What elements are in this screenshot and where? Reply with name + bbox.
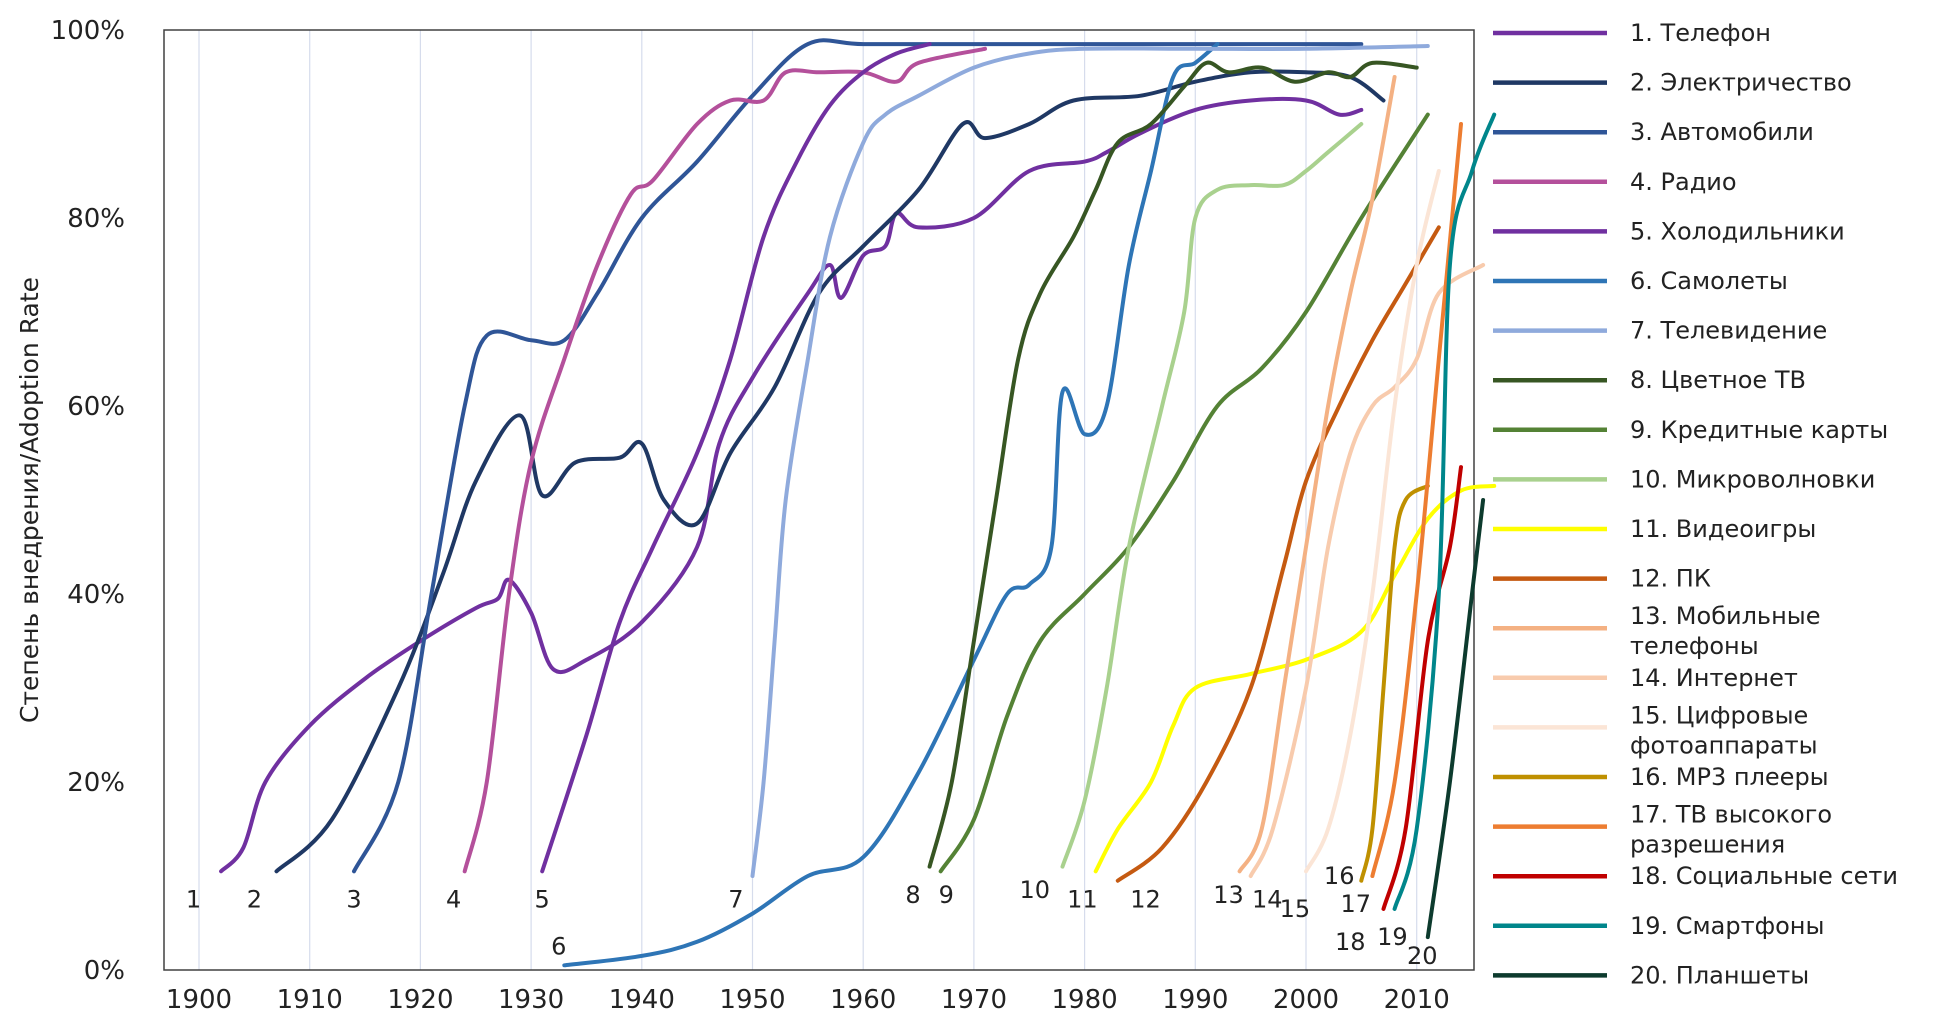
series-number-label-10: 10: [1020, 876, 1051, 904]
legend-label-13-line-2: телефоны: [1630, 632, 1759, 660]
y-tick-label-1: 20%: [67, 768, 125, 798]
series-line-15: [1304, 169, 1441, 874]
x-tick-label-2: 1920: [387, 985, 453, 1015]
x-tick-label-3: 1930: [498, 985, 564, 1015]
y-axis-label: Степень внедрения/Adoption Rate: [15, 277, 44, 723]
legend-label-12: 12. ПК: [1630, 565, 1711, 593]
y-tick-label-5: 100%: [51, 16, 125, 46]
legend-label-3: 3. Автомобили: [1630, 118, 1814, 146]
x-tick-label-11: 2010: [1384, 985, 1450, 1015]
series-number-label-1: 1: [186, 886, 201, 914]
x-tick-label-8: 1980: [1052, 985, 1118, 1015]
legend-label-17-line-1: 17. ТВ высокого: [1630, 801, 1832, 829]
x-tick-label-7: 1970: [941, 985, 1007, 1015]
plot-frame: [163, 29, 1475, 971]
legend-label-18: 18. Социальные сети: [1630, 862, 1898, 890]
grid-lines: [198, 30, 1418, 970]
series-line-8: [927, 60, 1419, 869]
series-number-label-18: 18: [1335, 928, 1366, 956]
legend-label-10: 10. Микроволновки: [1630, 465, 1875, 493]
series-number-label-20: 20: [1407, 942, 1438, 970]
legend-label-11: 11. Видеоигры: [1630, 515, 1816, 543]
legend: 1. Телефон 2. Электричество 3. Автомобили 4…: [1493, 19, 1898, 989]
series-line-16: [1359, 483, 1430, 883]
series-line-2: [274, 69, 1386, 874]
legend-label-2: 2. Электричество: [1630, 69, 1852, 97]
legend-label-20: 20. Планшеты: [1630, 961, 1809, 989]
legend-label-13-line-1: 13. Мобильные: [1630, 602, 1820, 630]
series-number-label-5: 5: [535, 886, 550, 914]
legend-label-19: 19. Смартфоны: [1630, 912, 1824, 940]
y-tick-label-3: 60%: [67, 392, 125, 422]
series-line-20: [1425, 498, 1486, 940]
x-tick-label-5: 1950: [719, 985, 785, 1015]
legend-label-9: 9. Кредитные карты: [1630, 416, 1888, 444]
series-number-label-17: 17: [1341, 890, 1372, 918]
legend-label-6: 6. Самолеты: [1630, 267, 1788, 295]
legend-label-5: 5. Холодильники: [1630, 217, 1845, 245]
series-line-10: [1060, 122, 1364, 869]
series-line-13: [1237, 75, 1397, 874]
legend-label-8: 8. Цветное ТВ: [1630, 366, 1806, 394]
legend-label-14: 14. Интернет: [1630, 664, 1798, 692]
series-line-19: [1392, 112, 1497, 911]
x-tick-label-0: 1900: [166, 985, 232, 1015]
series-number-label-8: 8: [905, 881, 920, 909]
series-number-label-12: 12: [1130, 886, 1161, 914]
legend-label-16: 16. МР3 плееры: [1630, 763, 1829, 791]
legend-label-15-line-1: 15. Цифровые: [1630, 701, 1808, 729]
series-number-label-19: 19: [1377, 923, 1408, 951]
series-number-label-2: 2: [247, 886, 262, 914]
y-tick-label-4: 80%: [67, 204, 125, 234]
series-number-label-11: 11: [1067, 886, 1098, 914]
x-tick-label-9: 1990: [1162, 985, 1228, 1015]
series-line-12: [1115, 225, 1441, 883]
x-tick-label-4: 1940: [609, 985, 675, 1015]
series-number-label-9: 9: [939, 881, 954, 909]
series-number-label-15: 15: [1280, 895, 1311, 923]
series-line-18: [1381, 465, 1463, 911]
series-number-label-6: 6: [551, 933, 566, 961]
series-line-11: [1093, 483, 1497, 874]
axis-ticks: 1900 1910 1920 1930 1940 1950 1960 1970 1980 1990…: [51, 16, 1450, 1015]
legend-label-7: 7. Телевидение: [1630, 317, 1827, 345]
series-line-7: [750, 44, 1430, 878]
series-number-label-7: 7: [728, 886, 743, 914]
series-line-3: [352, 38, 1364, 874]
series-number-label-14: 14: [1252, 886, 1283, 914]
series-number-label-13: 13: [1213, 881, 1244, 909]
series-line-9: [938, 112, 1430, 874]
legend-label-17-line-2: разрешения: [1630, 831, 1785, 859]
series-number-label-3: 3: [346, 886, 361, 914]
legend-label-15-line-2: фотоаппараты: [1630, 731, 1818, 759]
series-number-label-4: 4: [446, 886, 461, 914]
y-tick-label-0: 0%: [84, 956, 125, 986]
x-tick-label-6: 1960: [830, 985, 896, 1015]
series-line-5: [540, 42, 932, 874]
series-line-1: [219, 97, 1364, 874]
series-lines: [219, 38, 1497, 968]
x-tick-label-1: 1910: [277, 985, 343, 1015]
series-line-17: [1370, 122, 1463, 878]
y-tick-label-2: 40%: [67, 580, 125, 610]
legend-label-1: 1. Телефон: [1630, 19, 1771, 47]
series-line-6: [562, 42, 1220, 968]
x-tick-label-10: 2000: [1273, 985, 1339, 1015]
series-line-14: [1248, 263, 1486, 878]
series-number-label-16: 16: [1324, 862, 1355, 890]
legend-label-4: 4. Радио: [1630, 168, 1737, 196]
